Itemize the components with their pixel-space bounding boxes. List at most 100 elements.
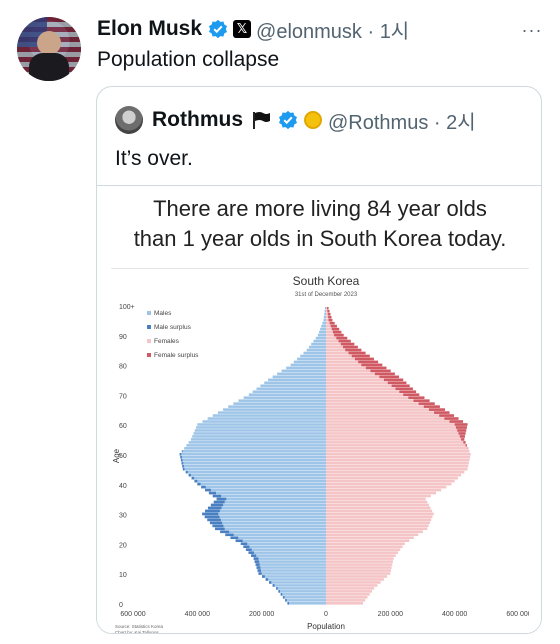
male-bar — [233, 402, 326, 405]
quoted-author-avatar[interactable] — [115, 106, 143, 134]
author-avatar[interactable] — [17, 17, 81, 81]
female-surplus-bar — [423, 405, 440, 408]
female-bar — [326, 408, 446, 411]
female-bar — [326, 518, 432, 522]
male-bar — [252, 390, 326, 394]
male-surplus-bar — [230, 536, 239, 540]
female-bar — [326, 363, 383, 367]
male-surplus-bar — [269, 581, 272, 584]
female-surplus-bar — [457, 429, 467, 432]
female-surplus-bar — [334, 333, 344, 337]
male-surplus-bar — [216, 497, 227, 501]
x-axis-label: Population — [307, 622, 345, 631]
male-bar — [207, 417, 326, 420]
author-name[interactable]: Elon Musk — [97, 17, 203, 40]
male-surplus-bar — [254, 560, 260, 563]
male-surplus-bar — [204, 515, 220, 519]
male-bar — [256, 566, 326, 569]
female-bar — [326, 387, 413, 391]
female-bar — [326, 593, 370, 596]
x-tick-label: 600 000 — [120, 611, 145, 618]
female-surplus-bar — [444, 417, 459, 420]
male-surplus-bar — [209, 521, 223, 525]
male-bar — [248, 393, 326, 396]
male-bar — [324, 307, 326, 310]
female-bar — [326, 599, 366, 602]
female-bar — [326, 414, 455, 417]
female-surplus-bar — [328, 315, 332, 319]
female-surplus-bar — [413, 399, 430, 402]
quoted-text: It’s over. — [115, 147, 193, 170]
x-tick-label: 400 000 — [185, 611, 210, 618]
male-bar — [317, 333, 326, 337]
female-bar — [326, 488, 442, 492]
y-tick-label: 100+ — [119, 304, 135, 311]
female-surplus-bar — [332, 330, 342, 334]
legend-swatch — [147, 311, 151, 315]
female-bar — [326, 369, 391, 373]
female-bar — [326, 590, 372, 593]
female-surplus-bar — [365, 366, 387, 370]
female-bar — [326, 578, 384, 581]
male-surplus-bar — [181, 450, 183, 453]
female-bar — [326, 527, 428, 531]
male-bar — [323, 318, 326, 322]
female-surplus-bar — [465, 444, 467, 447]
female-bar — [326, 506, 431, 510]
male-bar — [204, 515, 326, 519]
male-bar — [282, 596, 326, 599]
author-handle-time[interactable]: @elonmusk · 1시 — [256, 20, 410, 43]
x-logo-icon: 𝕏 — [233, 20, 252, 38]
male-bar — [201, 485, 326, 489]
male-bar — [254, 560, 326, 563]
more-options-icon[interactable]: ··· — [521, 20, 543, 40]
female-bar — [326, 423, 468, 426]
quoted-author-handle-time[interactable]: @Rothmus · 2시 — [328, 111, 476, 134]
female-surplus-bar — [395, 387, 413, 391]
quoted-author-name[interactable]: Rothmus — [152, 108, 243, 131]
male-bar — [228, 405, 326, 408]
female-surplus-bar — [328, 318, 333, 322]
legend-label: Male surplus — [154, 324, 192, 331]
y-tick-label: 10 — [119, 572, 127, 579]
male-bar — [297, 357, 326, 361]
female-bar — [326, 530, 423, 534]
male-bar — [324, 309, 326, 313]
female-bar — [326, 494, 431, 498]
male-bar — [324, 312, 326, 316]
male-bar — [191, 476, 326, 480]
female-bar — [326, 461, 469, 465]
male-surplus-bar — [225, 533, 234, 537]
male-surplus-bar — [253, 557, 259, 560]
male-bar — [287, 602, 326, 605]
female-bar — [326, 411, 450, 414]
female-surplus-bar — [391, 384, 410, 388]
male-surplus-bar — [280, 593, 283, 596]
male-bar — [190, 438, 326, 441]
female-bar — [326, 393, 420, 396]
quoted-media[interactable]: There are more living 84 year olds than … — [97, 185, 541, 633]
chart-source: Source: Statistics Korea — [115, 624, 164, 629]
female-bar — [326, 503, 429, 507]
female-bar — [326, 551, 399, 554]
male-bar — [243, 545, 326, 548]
female-surplus-bar — [455, 426, 467, 429]
male-bar — [186, 444, 326, 447]
female-bar — [326, 515, 433, 519]
male-bar — [257, 569, 326, 572]
male-surplus-bar — [182, 467, 185, 471]
male-surplus-bar — [256, 566, 261, 569]
male-surplus-bar — [257, 569, 262, 572]
female-bar — [326, 417, 459, 420]
quoted-tweet[interactable]: Rothmus @Rothmus · 2시 It’s over. There a… — [96, 86, 542, 634]
female-bar — [326, 366, 387, 370]
female-bar — [326, 536, 414, 540]
male-bar — [255, 563, 326, 566]
male-bar — [188, 441, 326, 444]
x-tick-label: 200 000 — [249, 611, 274, 618]
male-bar — [180, 456, 326, 459]
female-surplus-bar — [331, 327, 340, 331]
female-surplus-bar — [345, 348, 362, 352]
male-surplus-bar — [215, 527, 225, 531]
female-surplus-bar — [379, 375, 400, 379]
